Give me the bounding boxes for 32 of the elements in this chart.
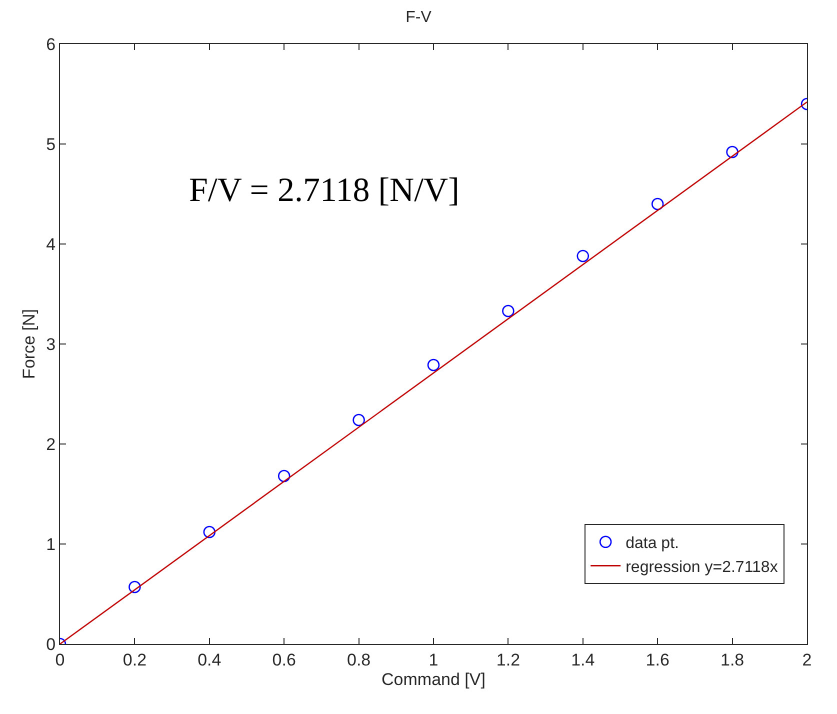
legend-label: regression y=2.7118x	[626, 558, 778, 576]
x-tick-label: 0.4	[198, 650, 222, 670]
point	[576, 250, 590, 262]
point	[203, 526, 216, 538]
x-tick-label: 1.8	[720, 650, 744, 670]
y-tick-label: 0	[46, 634, 56, 654]
point	[278, 470, 290, 482]
x-axis-title: Command [V]	[382, 670, 486, 689]
x-tick-label: 0.2	[122, 650, 147, 670]
legend-label: data pt.	[626, 535, 679, 552]
point	[726, 146, 738, 158]
y-tick-label: 1	[46, 534, 56, 554]
x-tick-label: 0.6	[272, 650, 296, 670]
y-tick-label: 4	[46, 234, 56, 254]
x-tick-label: 0.8	[346, 650, 371, 670]
y-tick-label: 6	[46, 34, 56, 54]
y-axis-title: Force [N]	[20, 309, 39, 379]
point	[651, 198, 664, 210]
chart-title: F-V	[406, 8, 432, 26]
x-tick-label: 1.4	[571, 650, 595, 670]
y-tick-label: 3	[46, 334, 56, 354]
y-tick-label: 5	[46, 134, 56, 154]
point	[502, 304, 514, 318]
x-tick-label: 1.6	[646, 650, 670, 670]
y-tick-label: 2	[46, 434, 56, 454]
x-tick-label: 1	[428, 650, 438, 670]
point	[128, 580, 141, 594]
point	[427, 358, 440, 372]
point	[352, 414, 365, 426]
x-tick-label: 1.2	[496, 650, 520, 670]
annotation: F/V = 2.7118 [N/V]	[189, 172, 460, 209]
x-tick-label: 2	[802, 650, 812, 670]
